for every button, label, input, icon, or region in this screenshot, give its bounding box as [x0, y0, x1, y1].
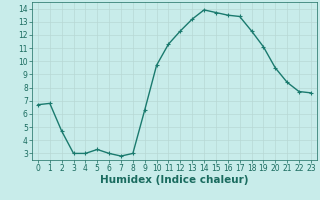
X-axis label: Humidex (Indice chaleur): Humidex (Indice chaleur) [100, 175, 249, 185]
